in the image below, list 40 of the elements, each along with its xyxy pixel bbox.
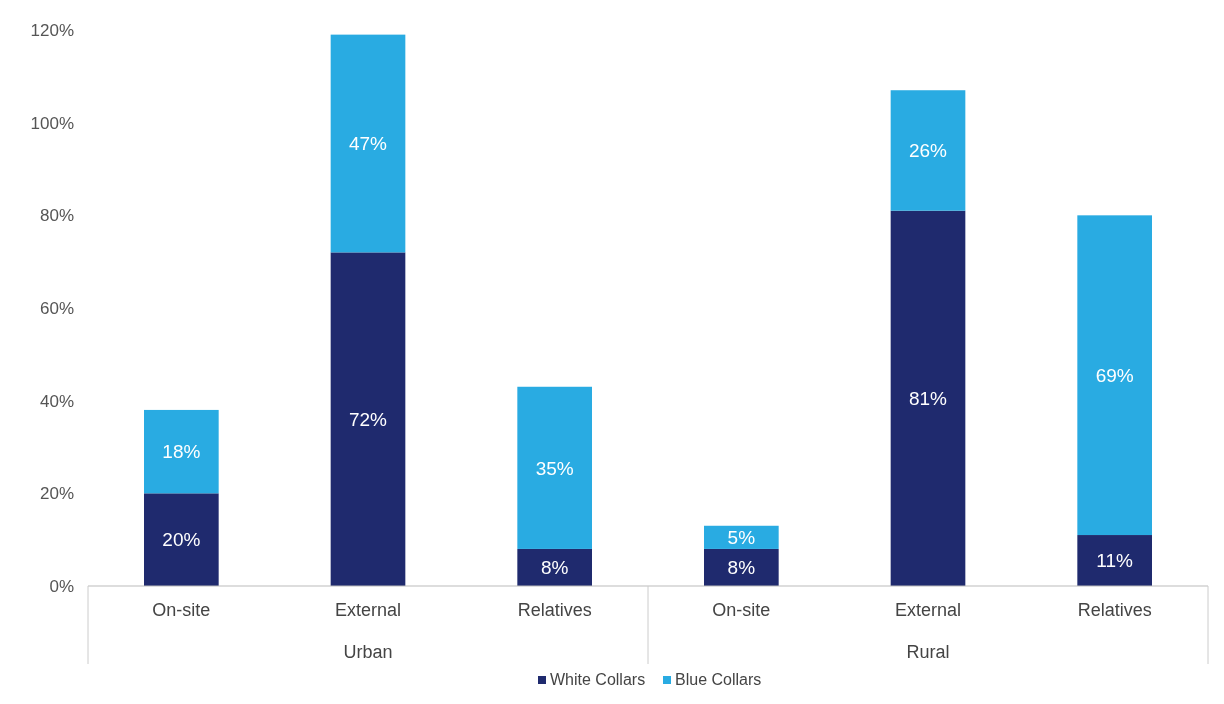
bar	[890, 210, 966, 586]
data-label: 5%	[727, 527, 756, 548]
data-label: 81%	[908, 388, 948, 409]
data-label: 26%	[908, 140, 948, 162]
x-tick-label: External	[334, 600, 402, 620]
bar	[330, 34, 406, 253]
data-label: 8%	[540, 557, 569, 579]
x-tick-label: Relatives	[1077, 600, 1152, 620]
data-label: 20%	[162, 529, 201, 551]
y-tick-label: 20%	[39, 484, 74, 504]
data-label: 47%	[348, 133, 388, 155]
y-tick-label: 80%	[39, 206, 74, 226]
data-label: 69%	[1095, 364, 1134, 386]
text: Urban	[343, 642, 393, 662]
bar	[1077, 535, 1152, 586]
data-label: 72%	[348, 408, 388, 430]
x-tick-label: Relatives	[517, 600, 592, 620]
y-tick-label: 120%	[30, 20, 74, 40]
legend-label: White Collars	[550, 671, 646, 688]
bar	[890, 90, 966, 211]
y-tick-label: 0%	[49, 576, 74, 596]
text: Rural	[906, 642, 950, 662]
bar	[517, 548, 592, 586]
bar	[330, 252, 406, 586]
data-label: 35%	[535, 457, 574, 479]
data-label: 8%	[727, 557, 756, 579]
data-label: 18%	[162, 441, 201, 463]
data-label: 11%	[1096, 550, 1134, 572]
bar	[144, 409, 219, 494]
x-tick-label: On-site	[712, 600, 771, 620]
y-tick-label: 100%	[30, 113, 74, 133]
x-tick-label: On-site	[152, 600, 211, 620]
y-tick-label: 60%	[39, 298, 74, 318]
x-tick-label: External	[894, 600, 962, 620]
legend-label: Blue Collars	[675, 671, 762, 688]
bar	[704, 548, 779, 586]
bar	[1077, 215, 1152, 536]
bar	[144, 493, 219, 586]
y-tick-label: 40%	[39, 391, 74, 411]
bar	[517, 386, 592, 549]
